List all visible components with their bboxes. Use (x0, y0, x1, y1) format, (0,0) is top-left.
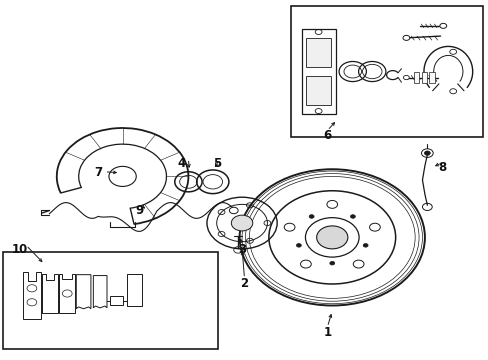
Bar (290, 6, 483, 137)
Polygon shape (42, 274, 58, 313)
Polygon shape (59, 274, 75, 313)
Text: 8: 8 (437, 161, 445, 174)
Text: 4: 4 (177, 157, 185, 170)
Bar (413, 72, 418, 83)
Bar (127, 274, 142, 306)
Text: 7: 7 (94, 166, 102, 179)
Circle shape (329, 261, 334, 265)
Circle shape (231, 215, 252, 231)
Text: 3: 3 (238, 243, 245, 256)
Circle shape (350, 215, 355, 218)
Polygon shape (110, 296, 122, 305)
Bar (306, 76, 330, 105)
Text: 10: 10 (12, 243, 28, 256)
Bar (3, 252, 217, 348)
Circle shape (296, 244, 301, 247)
Circle shape (363, 244, 367, 247)
Polygon shape (76, 275, 91, 309)
Bar (306, 38, 330, 67)
Bar (301, 30, 335, 113)
Circle shape (402, 35, 409, 40)
Circle shape (308, 215, 313, 218)
Text: 9: 9 (135, 204, 143, 217)
Circle shape (316, 226, 347, 249)
Circle shape (403, 75, 408, 80)
Text: 2: 2 (240, 278, 248, 291)
Bar (421, 72, 426, 83)
Bar (428, 72, 434, 83)
Polygon shape (22, 272, 41, 319)
Polygon shape (93, 275, 107, 308)
Circle shape (424, 151, 429, 155)
Text: 1: 1 (323, 325, 331, 338)
Text: 5: 5 (213, 157, 222, 170)
Text: 6: 6 (323, 129, 331, 142)
